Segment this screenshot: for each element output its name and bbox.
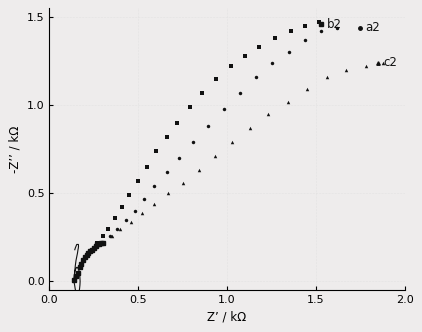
Y-axis label: -Z’’ / kΩ: -Z’’ / kΩ [8,125,22,173]
Text: a2: a2 [366,21,381,34]
Text: b2: b2 [327,18,341,31]
X-axis label: Z’ / kΩ: Z’ / kΩ [208,311,247,324]
Text: c2: c2 [384,56,398,69]
